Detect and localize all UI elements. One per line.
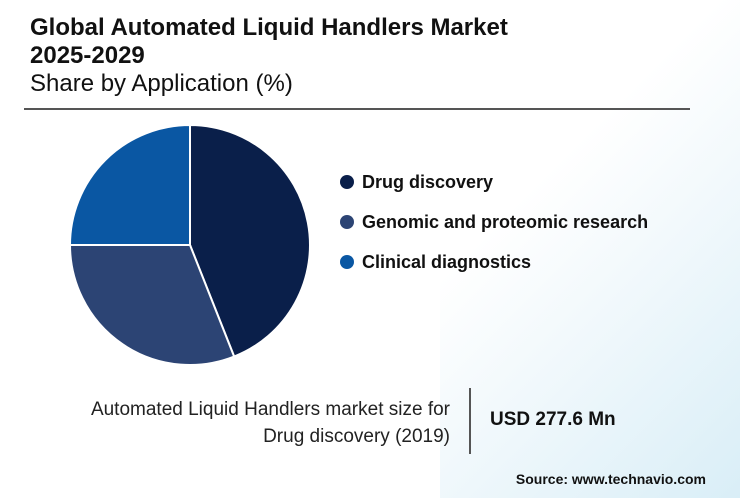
market-size-caption: Automated Liquid Handlers market size fo…	[20, 396, 450, 450]
legend-item-genomic-proteomic: Genomic and proteomic research	[340, 212, 648, 232]
legend-marker-clinical-diagnostics	[340, 255, 354, 269]
pie-slice-clinical-diagnostics	[68, 123, 191, 246]
chart-title: Global Automated Liquid Handlers Market …	[30, 14, 670, 70]
legend-item-clinical-diagnostics: Clinical diagnostics	[340, 252, 648, 272]
background-decoration	[440, 0, 740, 498]
legend-marker-drug-discovery	[340, 175, 354, 189]
market-size-value: USD 277.6 Mn	[490, 409, 616, 430]
chart-subtitle: Share by Application (%)	[30, 70, 293, 97]
legend-item-drug-discovery: Drug discovery	[340, 172, 648, 192]
pie-chart	[68, 123, 311, 366]
pie-slice-genomic-and-proteomic-research	[68, 244, 236, 366]
footer-divider	[469, 388, 471, 454]
chart-header: Global Automated Liquid Handlers Market …	[30, 14, 670, 98]
header-divider	[24, 108, 690, 110]
legend: Drug discovery Genomic and proteomic res…	[340, 172, 648, 292]
legend-marker-genomic-proteomic	[340, 215, 354, 229]
chart-title-line1: Global Automated Liquid Handlers Market	[30, 14, 508, 41]
caption-line2: Drug discovery (2019)	[263, 426, 450, 447]
legend-label-drug-discovery: Drug discovery	[362, 171, 494, 192]
pie-slice-drug-discovery	[189, 123, 311, 358]
caption-line1: Automated Liquid Handlers market size fo…	[90, 399, 450, 420]
legend-label-clinical-diagnostics: Clinical diagnostics	[362, 251, 532, 272]
chart-title-line2: 2025-2029	[30, 42, 145, 69]
source-credit: Source: www.technavio.com	[515, 471, 706, 487]
legend-label-genomic-proteomic: Genomic and proteomic research	[362, 211, 649, 232]
